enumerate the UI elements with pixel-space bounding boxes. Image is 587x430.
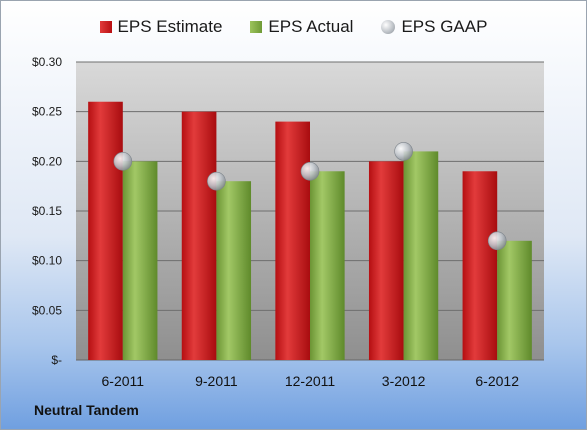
y-tick-label: $0.25	[32, 105, 62, 119]
eps-estimate-bar	[88, 101, 123, 360]
legend-label-actual: EPS Actual	[268, 17, 354, 36]
eps-actual-bar	[122, 161, 158, 360]
legend: EPS Estimate EPS Actual EPS GAAP	[0, 17, 587, 37]
legend-swatch-actual	[250, 21, 263, 33]
company-name: Neutral Tandem	[34, 402, 139, 418]
legend-item-eps-actual: EPS Actual	[250, 17, 353, 37]
y-axis-tick-labels: $- $0.05 $0.10 $0.15 $0.20 $0.25 $0.30	[32, 55, 62, 367]
y-tick-label: $0.30	[32, 55, 62, 69]
eps-actual-bar	[310, 171, 345, 360]
x-tick-label: 6-2012	[475, 373, 519, 389]
x-tick-label: 9-2011	[195, 373, 238, 389]
bars	[88, 101, 532, 361]
legend-swatch-gaap	[381, 20, 396, 34]
y-tick-label: $0.20	[32, 154, 62, 168]
eps-gaap-marker	[394, 142, 413, 161]
eps-gaap-marker	[300, 161, 320, 181]
gaap-markers	[113, 142, 507, 251]
eps-actual-bar	[403, 151, 439, 360]
y-tick-label: $0.05	[32, 303, 62, 317]
x-axis-tick-labels: 6-2011 9-2011 12-2011 3-2012 6-2012	[102, 373, 520, 389]
legend-swatch-estimate	[99, 21, 112, 33]
x-tick-label: 6-2011	[102, 373, 145, 389]
eps-actual-bar	[216, 181, 252, 360]
legend-label-gaap: EPS GAAP	[401, 17, 488, 36]
eps-gaap-marker	[113, 152, 133, 171]
eps-gaap-marker	[487, 231, 507, 251]
eps-estimate-bar	[275, 121, 310, 360]
legend-item-eps-estimate: EPS Estimate	[99, 17, 223, 37]
eps-estimate-bar	[181, 111, 217, 361]
y-tick-label: $0.15	[32, 204, 62, 218]
x-tick-label: 3-2012	[382, 373, 426, 389]
eps-gaap-marker	[207, 171, 226, 191]
legend-item-eps-gaap: EPS GAAP	[381, 17, 487, 37]
eps-estimate-bar	[462, 171, 498, 360]
x-tick-label: 12-2011	[285, 373, 336, 389]
y-tick-label: $0.10	[32, 254, 62, 268]
y-tick-label: $-	[51, 353, 62, 367]
legend-label-estimate: EPS Estimate	[117, 17, 223, 36]
eps-actual-bar	[497, 240, 532, 360]
eps-estimate-bar	[368, 161, 404, 360]
